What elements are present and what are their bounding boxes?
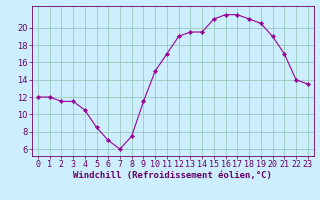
X-axis label: Windchill (Refroidissement éolien,°C): Windchill (Refroidissement éolien,°C) (73, 171, 272, 180)
